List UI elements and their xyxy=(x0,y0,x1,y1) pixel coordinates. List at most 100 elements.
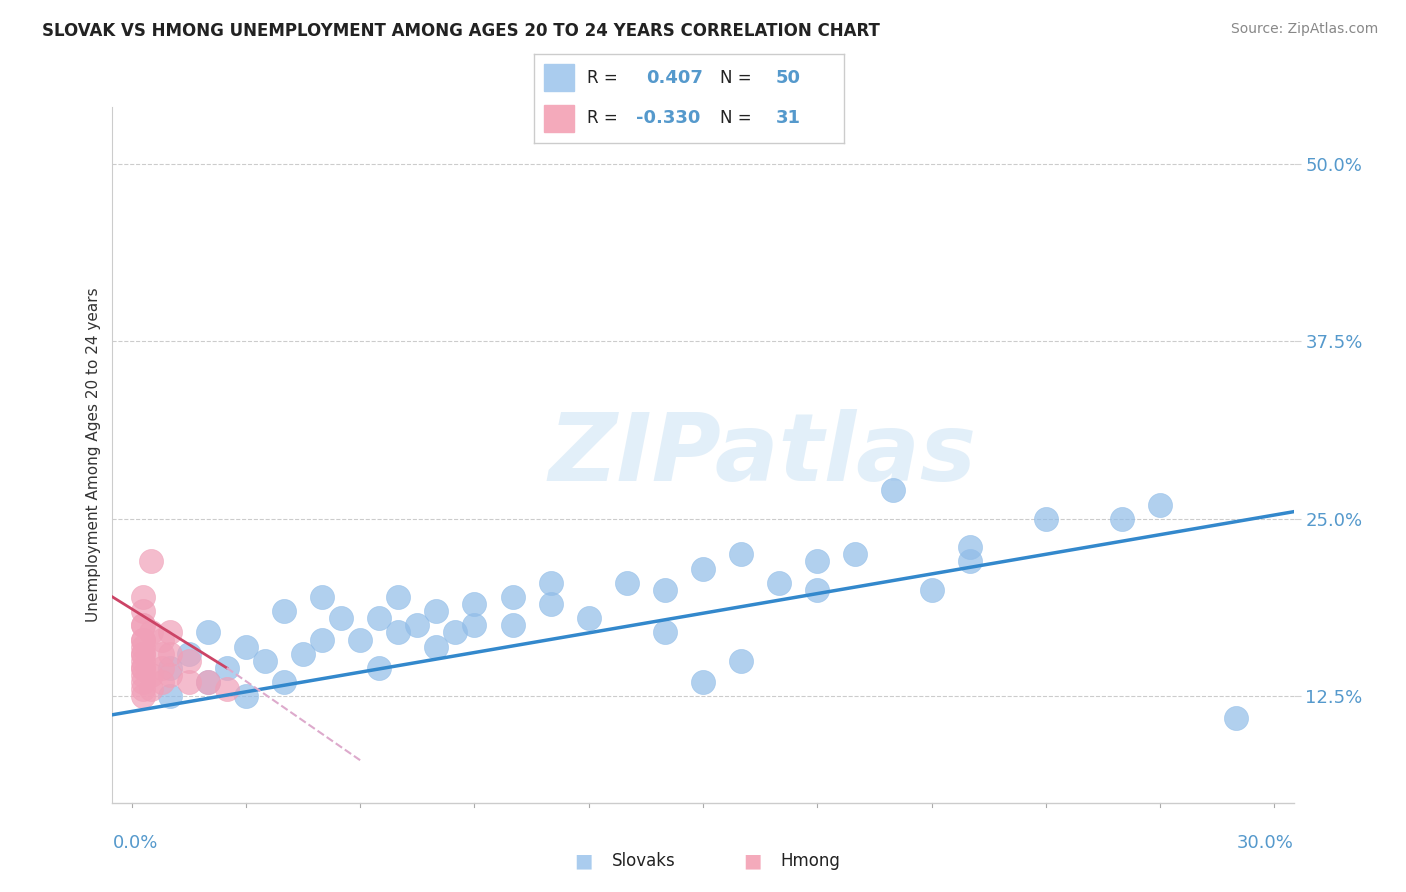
Point xyxy=(132,682,155,697)
Point xyxy=(159,690,181,704)
Point xyxy=(882,483,904,498)
Y-axis label: Unemployment Among Ages 20 to 24 years: Unemployment Among Ages 20 to 24 years xyxy=(86,287,101,623)
Point xyxy=(730,547,752,561)
Point xyxy=(368,661,391,675)
Point xyxy=(406,618,429,632)
Point xyxy=(253,654,276,668)
Point xyxy=(132,590,155,604)
Point xyxy=(540,575,562,590)
Point xyxy=(425,604,447,618)
Text: Hmong: Hmong xyxy=(780,852,841,870)
Point xyxy=(132,640,155,654)
Point xyxy=(215,661,238,675)
Point xyxy=(159,661,181,675)
Text: 30.0%: 30.0% xyxy=(1237,834,1294,852)
Point xyxy=(177,654,200,668)
Text: Source: ZipAtlas.com: Source: ZipAtlas.com xyxy=(1230,22,1378,37)
Point xyxy=(197,675,219,690)
Point xyxy=(806,582,828,597)
Point xyxy=(139,554,162,568)
Point xyxy=(235,640,257,654)
Point xyxy=(291,647,314,661)
Point xyxy=(132,675,155,690)
Point xyxy=(159,625,181,640)
Text: R =: R = xyxy=(586,109,623,127)
Point xyxy=(654,582,676,597)
Point xyxy=(311,632,333,647)
Point xyxy=(197,625,219,640)
Point xyxy=(132,647,155,661)
Point xyxy=(139,625,162,640)
Point xyxy=(132,618,155,632)
Point xyxy=(150,661,173,675)
Point xyxy=(692,561,714,575)
Point xyxy=(273,604,295,618)
Text: Slovaks: Slovaks xyxy=(612,852,675,870)
Point xyxy=(692,675,714,690)
Text: 0.0%: 0.0% xyxy=(112,834,157,852)
Point xyxy=(150,632,173,647)
Point xyxy=(159,668,181,682)
Point xyxy=(177,675,200,690)
Text: SLOVAK VS HMONG UNEMPLOYMENT AMONG AGES 20 TO 24 YEARS CORRELATION CHART: SLOVAK VS HMONG UNEMPLOYMENT AMONG AGES … xyxy=(42,22,880,40)
Point xyxy=(132,618,155,632)
Point xyxy=(616,575,638,590)
Point xyxy=(368,611,391,625)
Point xyxy=(311,590,333,604)
Point xyxy=(654,625,676,640)
Point xyxy=(806,554,828,568)
Point xyxy=(502,590,524,604)
Point xyxy=(463,618,485,632)
Point xyxy=(844,547,866,561)
FancyBboxPatch shape xyxy=(544,105,575,132)
Point xyxy=(387,625,409,640)
Point xyxy=(959,554,981,568)
Point xyxy=(387,590,409,604)
Point xyxy=(132,604,155,618)
Point xyxy=(273,675,295,690)
Point xyxy=(1111,512,1133,526)
Point xyxy=(132,654,155,668)
Point xyxy=(1149,498,1171,512)
Point xyxy=(1225,710,1247,724)
Point xyxy=(1035,512,1057,526)
Point xyxy=(921,582,943,597)
Point xyxy=(197,675,219,690)
Point xyxy=(177,647,200,661)
Point xyxy=(150,647,173,661)
Point xyxy=(132,661,155,675)
Point xyxy=(444,625,467,640)
Point xyxy=(132,647,155,661)
Point xyxy=(425,640,447,654)
Point xyxy=(959,540,981,554)
Point xyxy=(768,575,790,590)
Point xyxy=(132,632,155,647)
Point xyxy=(132,632,155,647)
Point xyxy=(540,597,562,611)
Point xyxy=(235,690,257,704)
Point xyxy=(139,682,162,697)
Text: ZIPatlas: ZIPatlas xyxy=(548,409,976,501)
Text: R =: R = xyxy=(586,69,623,87)
Point xyxy=(730,654,752,668)
Point xyxy=(215,682,238,697)
Text: 31: 31 xyxy=(776,109,800,127)
Point xyxy=(159,647,181,661)
Point xyxy=(463,597,485,611)
Point xyxy=(132,690,155,704)
Text: ■: ■ xyxy=(574,851,593,871)
FancyBboxPatch shape xyxy=(544,64,575,91)
Point xyxy=(132,661,155,675)
Point xyxy=(330,611,353,625)
Point xyxy=(349,632,371,647)
Point xyxy=(139,668,162,682)
Text: ■: ■ xyxy=(742,851,762,871)
Point xyxy=(150,675,173,690)
Text: 0.407: 0.407 xyxy=(645,69,703,87)
Text: N =: N = xyxy=(720,69,751,87)
Text: -0.330: -0.330 xyxy=(637,109,700,127)
Point xyxy=(578,611,600,625)
Point xyxy=(132,668,155,682)
Text: N =: N = xyxy=(720,109,751,127)
Point xyxy=(502,618,524,632)
